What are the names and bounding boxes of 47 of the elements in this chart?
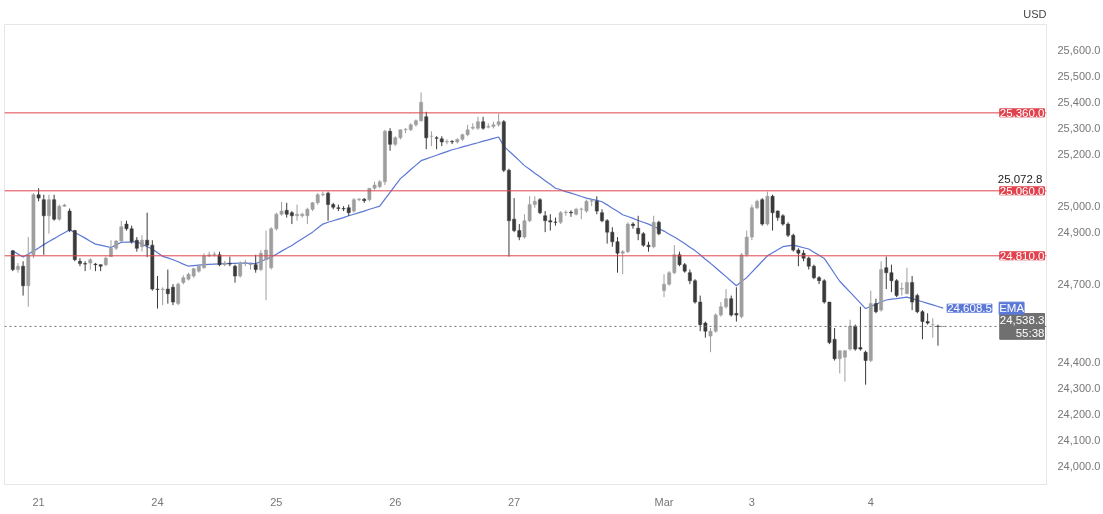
candlestick [936,324,940,347]
y-tick-label: 24,200.0 [1057,408,1101,421]
candlestick [16,262,20,274]
ref-line-label: 24,538.3 55:38 [999,313,1045,340]
candlestick [569,209,573,218]
candlestick [930,317,935,339]
candlestick [450,139,454,145]
candlestick [445,138,449,145]
candlestick [52,194,56,222]
y-tick-label: 25,600.0 [1057,44,1101,57]
y-tick-label: 24,900.0 [1057,226,1101,239]
y-tick-label: 25,500.0 [1057,70,1101,83]
x-tick-label: 3 [748,495,755,508]
candlestick [140,234,144,253]
y-tick-label: 25,300.0 [1057,122,1101,135]
candlestick [388,127,392,152]
annotation: 25,072.8 [997,172,1043,185]
candlestick [41,194,46,256]
candlestick [848,319,852,352]
x-tick-label: 21 [32,495,45,508]
y-tick-label: 25,200.0 [1057,148,1101,161]
x-tick-label: 25 [270,495,283,508]
y-tick-label: 24,700.0 [1057,278,1101,291]
x-tick-label: Mar [654,495,674,508]
y-tick-label: 24,400.0 [1057,356,1101,369]
y-tick-label: 25,400.0 [1057,96,1101,109]
candlestick [47,194,51,235]
y-tick-label: 24,300.0 [1057,382,1101,395]
candlestick [631,221,635,230]
y-tick-label: 25,000.0 [1057,200,1101,213]
x-tick-label: 26 [389,495,402,508]
x-tick-label: 24 [151,495,164,508]
candlestick [863,350,868,386]
candlestick [424,111,429,150]
y-tick-label: 24,000.0 [1057,460,1101,473]
legend-label: EMA [999,302,1025,315]
candlestick [429,130,434,147]
candlestick [228,256,232,267]
ref-line-label: 25,060.0 [999,184,1045,197]
data-label: 24,608.5 [947,302,992,315]
ref-line-label: 25,360.0 [999,106,1045,119]
y-axis-title: USD [1023,7,1047,20]
x-tick-label: 27 [508,495,521,508]
ref-line-label: 24,810.0 [999,249,1045,262]
x-tick-label: 4 [867,495,874,508]
y-tick-label: 24,100.0 [1057,434,1101,447]
candlestick [21,260,25,297]
